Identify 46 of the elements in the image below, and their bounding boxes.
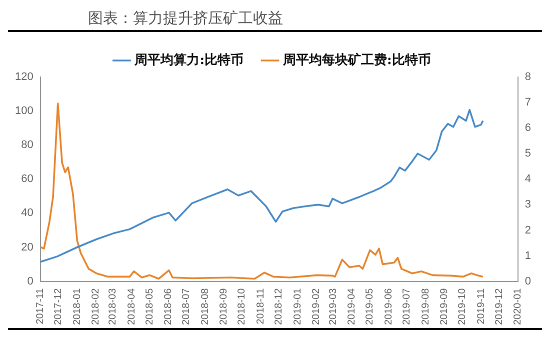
x-tick-label: 2018-07 bbox=[181, 288, 192, 326]
y2-tick-label: 2 bbox=[524, 224, 532, 236]
x-tick-label: 2018-01 bbox=[72, 288, 83, 326]
y2-tick-label: 6 bbox=[524, 122, 532, 134]
x-tick-label: 2018-08 bbox=[200, 288, 211, 326]
x-tick-label: 2019-09 bbox=[438, 288, 450, 326]
y2-tick-label: 1 bbox=[524, 250, 532, 262]
x-tick-label: 2019-08 bbox=[420, 288, 432, 326]
x-tick-label: 2019-06 bbox=[383, 288, 394, 326]
y2-tick-label: 7 bbox=[524, 96, 532, 109]
y-tick-label: 0 bbox=[27, 275, 34, 288]
x-tick-label: 2019-10 bbox=[457, 288, 468, 326]
legend-label: 周平均每块矿工费:比特币 bbox=[282, 52, 431, 68]
x-tick-label: 2019-05 bbox=[364, 288, 376, 326]
y-tick-label: 100 bbox=[14, 105, 34, 118]
y2-tick-label: 8 bbox=[524, 71, 532, 84]
y2-tick-label: 3 bbox=[524, 198, 532, 211]
y-tick-label: 80 bbox=[21, 139, 34, 152]
x-tick-label: 2018-02 bbox=[90, 288, 102, 326]
x-tick-label: 2018-11 bbox=[255, 288, 266, 324]
x-tick-label: 2019-02 bbox=[310, 288, 322, 326]
legend-label: 周平均算力:比特币 bbox=[134, 52, 244, 68]
x-tick-label: 2019-04 bbox=[346, 288, 358, 326]
x-tick-label: 2020-01 bbox=[512, 288, 524, 326]
x-tick-label: 2017-12 bbox=[53, 288, 64, 326]
y-tick-label: 60 bbox=[21, 173, 34, 186]
x-tick-label: 2019-01 bbox=[292, 288, 304, 326]
x-tick-label: 2018-03 bbox=[108, 288, 119, 326]
y-tick-label: 40 bbox=[21, 207, 34, 220]
x-tick-label: 2018-04 bbox=[126, 288, 138, 326]
y-tick-label: 120 bbox=[14, 71, 34, 84]
x-tick-label: 2019-11 bbox=[476, 288, 487, 324]
x-tick-label: 2019-07 bbox=[402, 288, 413, 326]
x-tick-label: 2018-05 bbox=[144, 288, 156, 326]
y2-tick-label: 4 bbox=[524, 173, 532, 186]
x-tick-label: 2018-12 bbox=[274, 288, 285, 326]
x-tick-label: 2017-11 bbox=[35, 288, 46, 324]
x-tick-label: 2019-03 bbox=[328, 288, 339, 326]
y2-tick-label: 5 bbox=[524, 148, 532, 160]
x-tick-label: 2018-10 bbox=[236, 288, 248, 326]
y-tick-label: 20 bbox=[21, 241, 34, 254]
y2-tick-label: 0 bbox=[524, 275, 532, 288]
x-tick-label: 2018-09 bbox=[218, 288, 230, 326]
x-tick-label: 2019-12 bbox=[494, 288, 505, 326]
chart-title: 图表：算力提升挤压矿工收益 bbox=[87, 8, 284, 28]
x-tick-label: 2018-06 bbox=[163, 288, 174, 326]
